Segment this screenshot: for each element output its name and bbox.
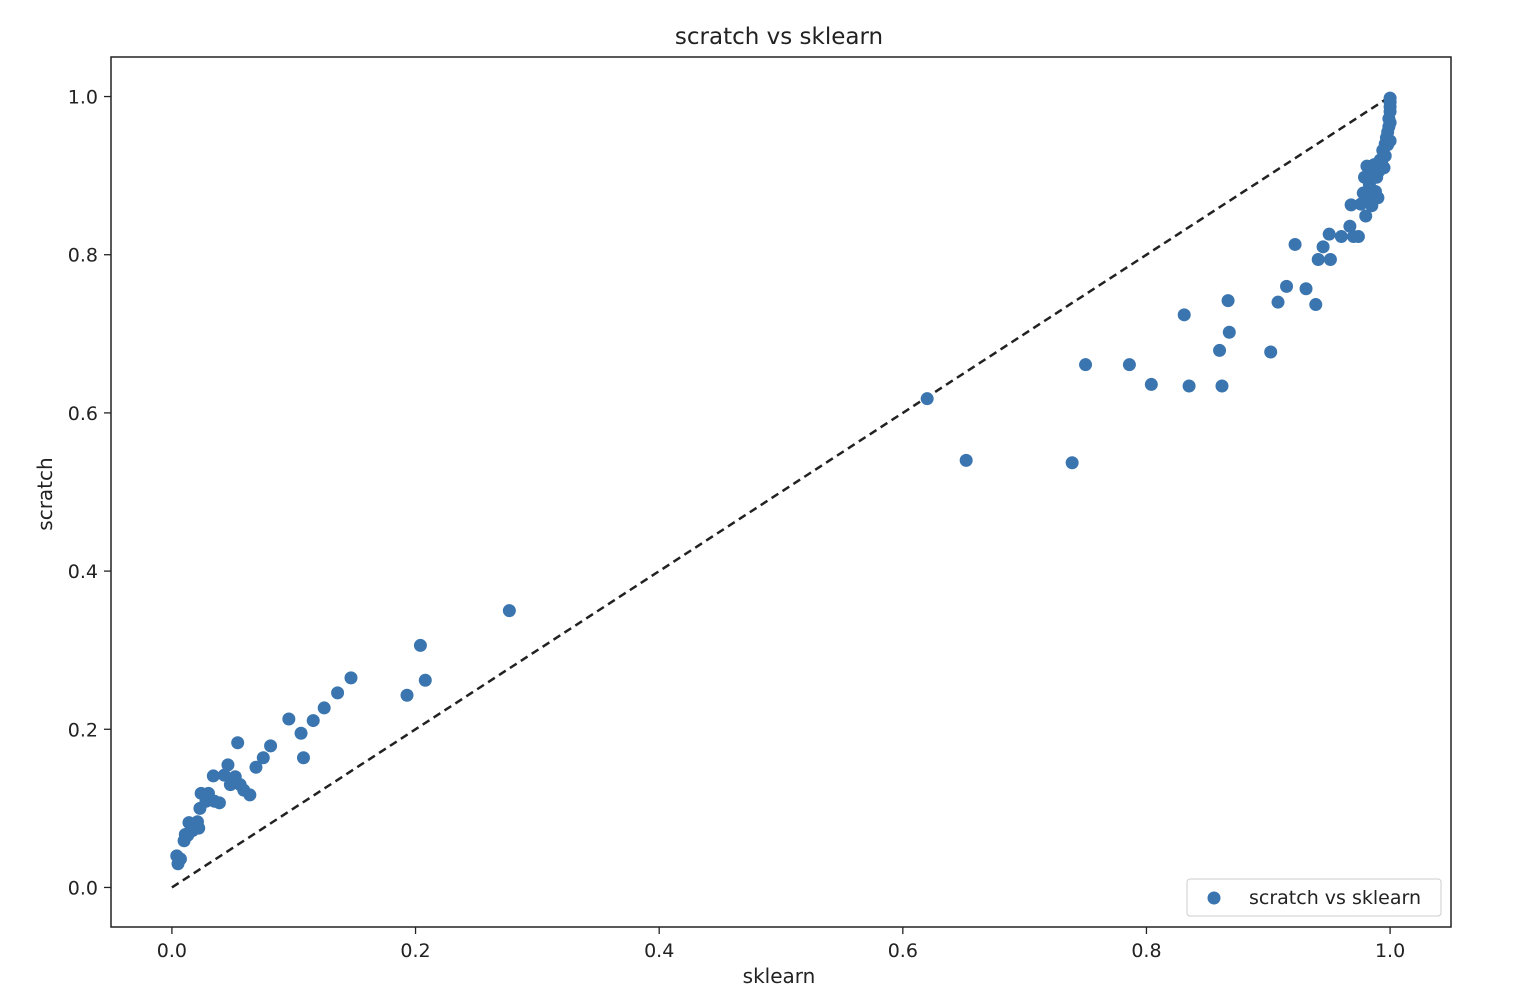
data-point [1288, 237, 1302, 251]
y-tick-label: 0.0 [68, 877, 98, 899]
data-point [1309, 298, 1323, 312]
reference-line [171, 95, 1391, 889]
x-axis-ticks: 0.0 0.2 0.4 0.6 0.8 1.0 [157, 927, 1405, 962]
x-tick-label: 0.8 [1131, 940, 1161, 962]
data-point [212, 796, 226, 810]
data-point [1354, 197, 1368, 211]
legend-marker [1207, 891, 1221, 905]
data-point [1182, 379, 1196, 393]
data-point [256, 751, 270, 765]
data-point [1264, 345, 1278, 359]
data-point [296, 751, 310, 765]
data-point [206, 769, 220, 783]
data-point [1383, 134, 1397, 148]
chart-title: scratch vs sklearn [675, 24, 883, 50]
data-point [1222, 325, 1236, 339]
y-tick-label: 0.2 [68, 719, 98, 741]
x-tick-label: 0.6 [888, 940, 918, 962]
data-point [1359, 209, 1373, 223]
x-tick-label: 0.0 [157, 940, 187, 962]
data-point [1344, 198, 1358, 212]
data-point [221, 758, 235, 772]
y-tick-label: 0.8 [68, 245, 98, 267]
data-point [344, 671, 358, 685]
data-point [1323, 252, 1337, 266]
x-tick-label: 0.2 [400, 940, 430, 962]
data-point [1079, 358, 1093, 372]
data-point [418, 673, 432, 687]
data-point [1334, 230, 1348, 244]
data-point [282, 712, 296, 726]
data-point [1065, 456, 1079, 470]
data-point [249, 760, 263, 774]
data-point [1215, 379, 1229, 393]
data-point [1316, 240, 1330, 254]
y-tick-label: 0.4 [68, 561, 98, 583]
data-point [1221, 294, 1235, 308]
x-axis-label: sklearn [743, 964, 816, 988]
data-point [1299, 282, 1313, 296]
data-point [331, 686, 345, 700]
data-point [1122, 358, 1136, 372]
data-point [317, 701, 331, 715]
data-point [1378, 149, 1392, 163]
data-point [1383, 116, 1397, 130]
legend-box [1186, 878, 1442, 917]
plot-frame [110, 56, 1452, 928]
y-axis-ticks: 0.0 0.2 0.4 0.6 0.8 1.0 [68, 87, 111, 899]
data-point [1383, 91, 1397, 105]
data-point [243, 788, 257, 802]
legend-label: scratch vs sklearn [1249, 887, 1421, 909]
x-tick-label: 0.4 [644, 940, 674, 962]
data-point [264, 739, 278, 753]
legend: scratch vs sklearn [1186, 878, 1442, 917]
y-axis-label: scratch [33, 457, 57, 530]
data-point [400, 688, 414, 702]
y-tick-label: 0.6 [68, 403, 98, 425]
data-point [1351, 230, 1365, 244]
data-point [192, 821, 206, 835]
data-point [1371, 191, 1385, 205]
plot-area [110, 56, 1452, 928]
data-point [173, 852, 187, 866]
data-point [1144, 377, 1158, 391]
data-point [1343, 219, 1357, 233]
data-point [294, 726, 308, 740]
data-point [231, 736, 245, 750]
data-point [1377, 161, 1391, 175]
data-point [1280, 279, 1294, 293]
data-point [920, 392, 934, 406]
data-point [1177, 308, 1191, 322]
data-point [217, 768, 231, 782]
data-point [306, 714, 320, 728]
data-point [1271, 295, 1285, 309]
x-tick-label: 1.0 [1375, 940, 1405, 962]
data-point [1311, 252, 1325, 266]
data-point [1213, 343, 1227, 357]
data-point [1322, 227, 1336, 241]
data-point [413, 638, 427, 652]
data-point [502, 604, 516, 618]
data-point [959, 453, 973, 467]
y-tick-label: 1.0 [68, 87, 98, 109]
